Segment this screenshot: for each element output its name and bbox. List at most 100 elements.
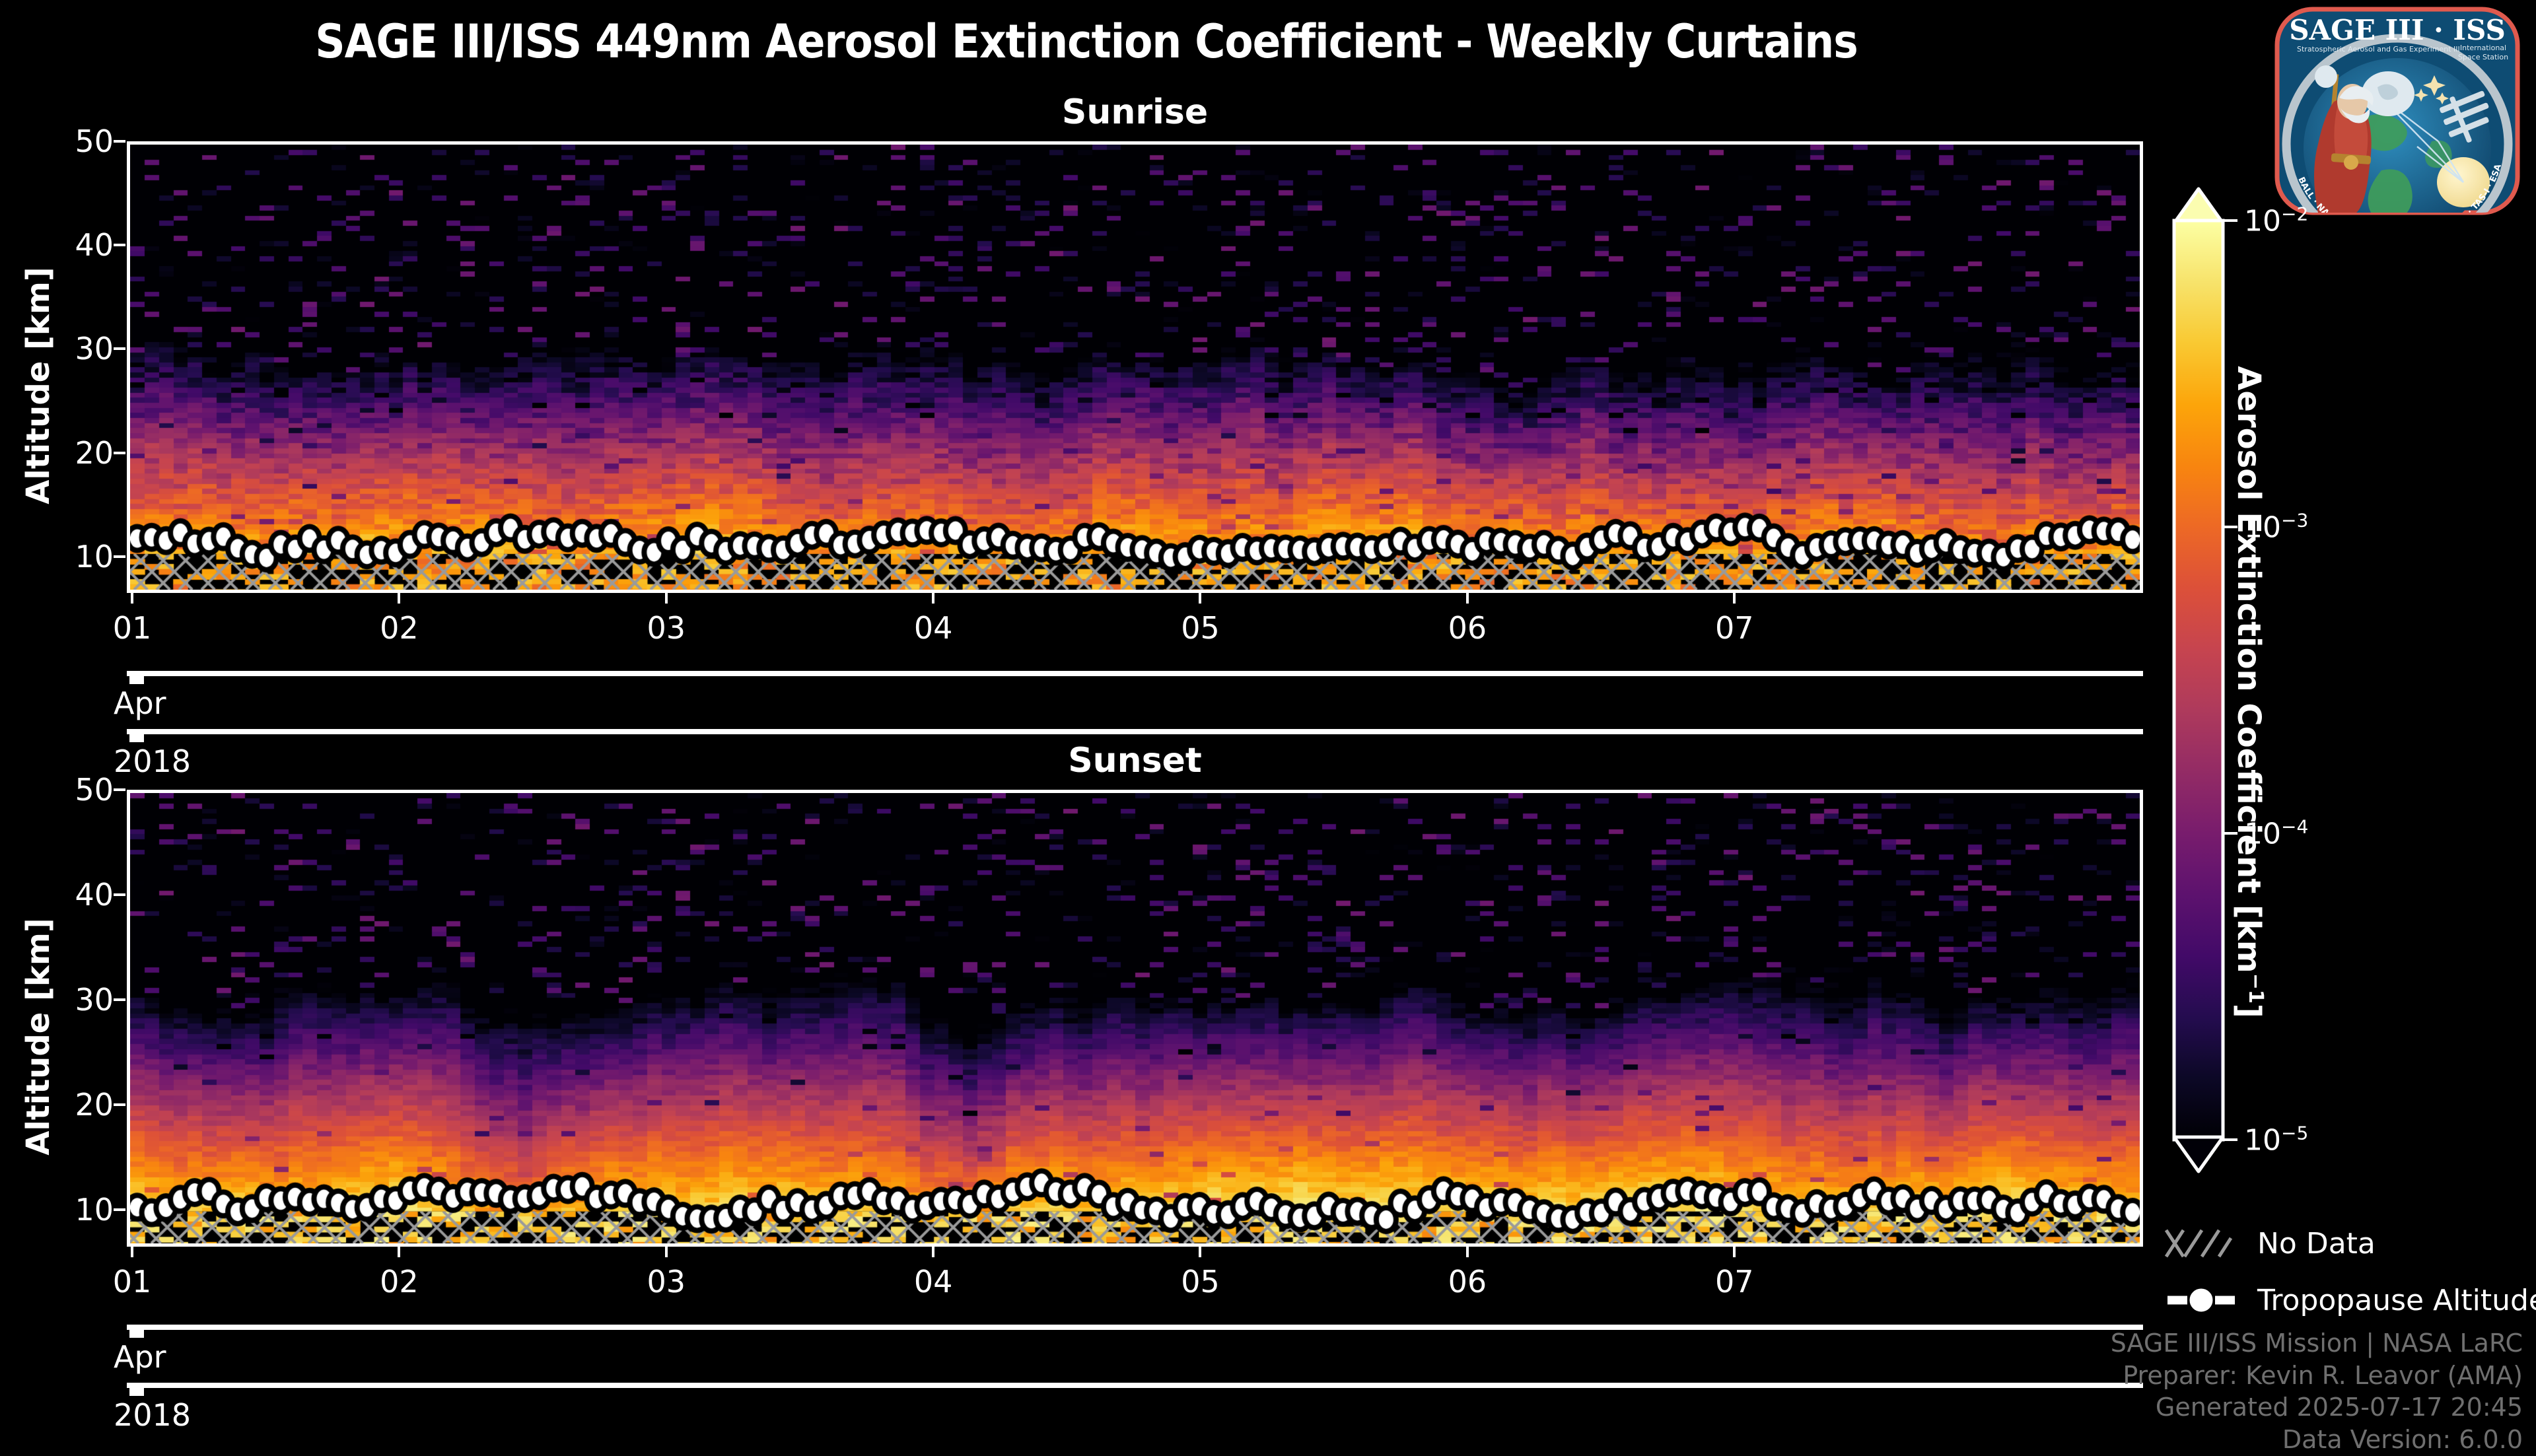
heatmap-sunrise	[130, 145, 2140, 590]
colorbar-label: Aerosol Extinction Coefficient [km−1]	[2230, 329, 2267, 1055]
colorbar-tick-label: 10−4	[2244, 815, 2309, 851]
footer-line-4: Data Version: 6.0.0	[2282, 1424, 2523, 1454]
logo-subtitle-left: Stratospheric Aerosol and Gas Experiment…	[2297, 45, 2460, 53]
date-band-line-month	[127, 671, 2143, 676]
logo-svg: SAGE III · ISS Stratospheric Aerosol and…	[2274, 7, 2520, 215]
date-band-tick-month	[129, 671, 144, 684]
x-tick-mark	[1733, 1247, 1736, 1257]
no-data-hatch-icon	[2164, 1225, 2237, 1262]
x-tick-label-week: 01	[112, 1264, 152, 1300]
heatmap-sunset	[130, 793, 2140, 1243]
date-band-tick-month	[129, 1325, 144, 1338]
date-band-line-month	[127, 1325, 2143, 1330]
y-tick-mark	[114, 788, 125, 791]
y-axis-label-sunrise: Altitude [km]	[20, 267, 57, 504]
legend-item-no-data[interactable]: No Data	[2164, 1225, 2376, 1262]
date-band-label-year: 2018	[114, 744, 192, 779]
colorbar-tick-label: 10−3	[2244, 509, 2309, 545]
footer-line-3: Generated 2025-07-17 20:45	[2155, 1393, 2523, 1422]
date-band-tick-year	[129, 729, 144, 742]
date-band-label-year: 2018	[114, 1397, 192, 1433]
footer-line-2: Preparer: Kevin R. Leavor (AMA)	[2123, 1360, 2523, 1390]
y-tick-label: 10	[75, 1192, 114, 1228]
x-tick-label-week: 04	[913, 1264, 953, 1300]
x-tick-mark	[1465, 1247, 1469, 1257]
y-tick-label: 50	[75, 123, 114, 159]
x-tick-label-week: 02	[380, 1264, 419, 1300]
y-tick-label: 40	[75, 227, 114, 263]
x-tick-label-week: 03	[647, 610, 686, 646]
y-tick-label: 10	[75, 538, 114, 574]
tropopause-marker-icon	[2165, 1282, 2237, 1319]
panel-title-sunrise: Sunrise	[1061, 92, 1209, 132]
colorbar-tick-mark	[2224, 526, 2237, 528]
y-tick-label: 50	[75, 772, 114, 808]
y-tick-mark	[114, 451, 125, 454]
date-band-label-month: Apr	[114, 1339, 166, 1375]
date-band-line-year	[127, 729, 2143, 734]
plot-area-sunrise[interactable]	[127, 141, 2143, 593]
sage-iii-iss-logo: SAGE III · ISS Stratospheric Aerosol and…	[2265, 5, 2529, 217]
legend: No Data Tropopause Altitude	[2164, 1225, 2536, 1337]
y-tick-mark	[114, 893, 125, 897]
colorbar-tick-mark	[2224, 1138, 2237, 1141]
y-tick-mark	[114, 998, 125, 1002]
x-tick-label-week: 06	[1448, 610, 1487, 646]
page-title: SAGE III/ISS 449nm Aerosol Extinction Co…	[315, 15, 1858, 69]
x-tick-mark	[1465, 593, 1469, 604]
x-tick-label-week: 07	[1714, 1264, 1754, 1300]
colorbar-extend-bottom	[2172, 1135, 2225, 1173]
colorbar[interactable]: 10−2 10−3 10−4 10−5	[2171, 185, 2343, 1175]
colorbar-tick-mark	[2224, 219, 2237, 222]
y-tick-mark	[114, 555, 125, 558]
date-band-label-month: Apr	[114, 685, 166, 721]
x-tick-label-week: 05	[1181, 1264, 1220, 1300]
x-tick-mark	[1733, 593, 1736, 604]
x-tick-mark	[1199, 593, 1202, 604]
y-tick-mark	[114, 1208, 125, 1212]
colorbar-tick-mark	[2224, 832, 2237, 835]
colorbar-extend-top	[2172, 187, 2225, 225]
x-tick-label-week: 01	[112, 610, 152, 646]
x-tick-mark	[398, 1247, 401, 1257]
date-band-tick-year	[129, 1383, 144, 1396]
logo-subtitle-right-2: Space Station	[2458, 53, 2508, 61]
x-tick-label-week: 07	[1714, 610, 1754, 646]
x-tick-label-week: 04	[913, 610, 953, 646]
y-tick-mark	[114, 140, 125, 143]
y-tick-label: 20	[75, 434, 114, 471]
colorbar-label-text: Aerosol Extinction Coefficient [km	[2230, 366, 2267, 973]
y-tick-label: 20	[75, 1087, 114, 1123]
legend-item-tropopause[interactable]: Tropopause Altitude	[2165, 1282, 2536, 1319]
x-tick-label-week: 05	[1181, 610, 1220, 646]
x-tick-mark	[932, 593, 935, 604]
y-tick-mark	[114, 244, 125, 247]
y-axis-label-sunset: Altitude [km]	[20, 918, 57, 1156]
colorbar-gradient	[2172, 219, 2225, 1142]
colorbar-tick-label: 10−2	[2244, 203, 2309, 238]
logo-subtitle-right-1: International	[2460, 44, 2506, 52]
colorbar-svg	[2172, 187, 2225, 1173]
y-tick-mark	[114, 1103, 125, 1107]
panel-title-sunset: Sunset	[1068, 741, 1202, 780]
y-tick-label: 30	[75, 331, 114, 367]
y-tick-label: 30	[75, 982, 114, 1018]
x-tick-label-week: 06	[1448, 1264, 1487, 1300]
x-tick-mark	[1199, 1247, 1202, 1257]
logo-title: SAGE III · ISS	[2289, 14, 2506, 46]
x-tick-mark	[398, 593, 401, 604]
x-tick-mark	[131, 1247, 133, 1257]
legend-label-tropopause: Tropopause Altitude	[2257, 1283, 2536, 1317]
y-tick-label: 40	[75, 877, 114, 913]
x-tick-mark	[664, 1247, 668, 1257]
x-tick-mark	[664, 593, 668, 604]
y-tick-mark	[114, 347, 125, 351]
plot-area-sunset[interactable]	[127, 790, 2143, 1247]
footer-line-1: SAGE III/ISS Mission | NASA LaRC	[2110, 1329, 2523, 1358]
x-tick-mark	[932, 1247, 935, 1257]
colorbar-label-exponent: −1	[2244, 973, 2267, 1004]
x-tick-label-week: 02	[380, 610, 419, 646]
x-tick-label-week: 03	[647, 1264, 686, 1300]
legend-label-no-data: No Data	[2257, 1226, 2376, 1261]
footer-credits: SAGE III/ISS Mission | NASA LaRC Prepare…	[1744, 1327, 2523, 1456]
